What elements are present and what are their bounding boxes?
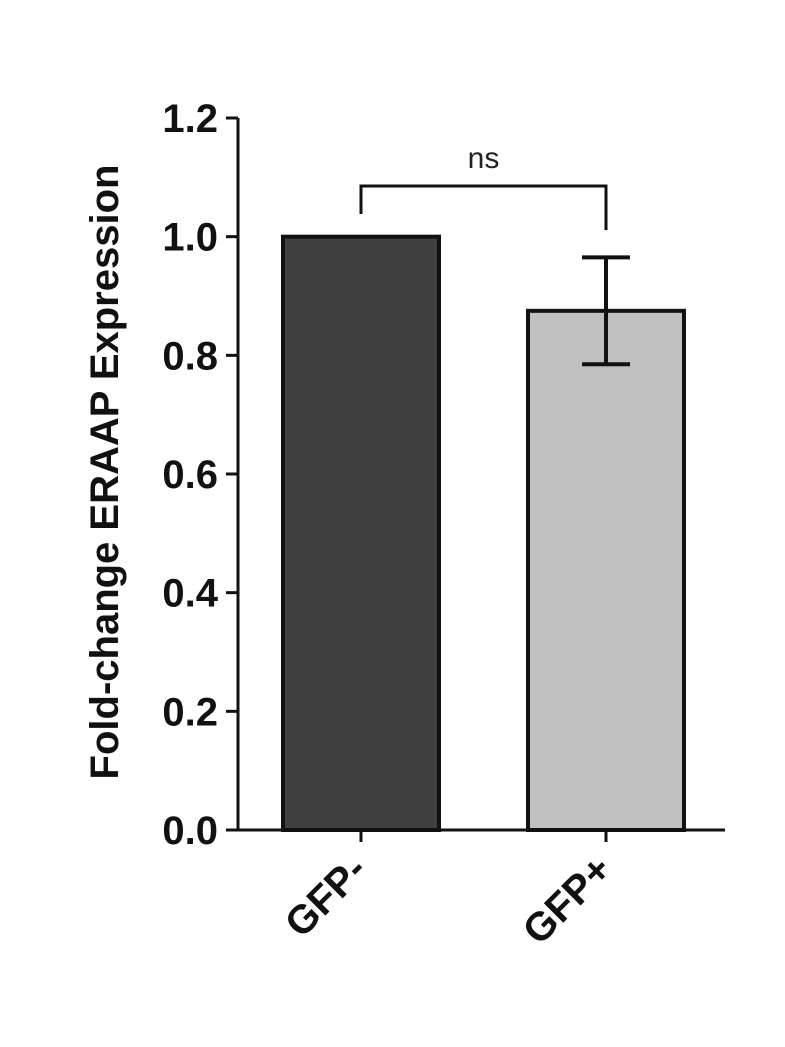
y-tick-label: 0.2	[162, 690, 218, 734]
y-axis: 0.0 0.2 0.4 0.6 0.8 1.0 1.2	[162, 97, 240, 853]
bracket-line	[359, 184, 608, 230]
bars	[281, 234, 686, 833]
bar	[281, 234, 441, 832]
x-tick-label: GFP+	[515, 847, 621, 953]
x-tick-label: GFP-	[277, 847, 376, 946]
y-axis-title: Fold-change ERAAP Expression	[83, 165, 127, 780]
y-tick-label: 0.4	[162, 572, 218, 616]
y-tick-label: 0.8	[162, 334, 218, 378]
y-tick-label: 0.6	[162, 453, 218, 497]
x-axis: GFP- GFP+	[238, 828, 725, 953]
y-tick-label: 0.0	[162, 809, 218, 853]
significance-label: ns	[468, 142, 500, 175]
bar	[526, 308, 686, 833]
y-tick-label: 1.0	[162, 216, 218, 260]
significance-bracket: ns	[359, 142, 608, 230]
y-tick-label: 1.2	[162, 97, 218, 141]
